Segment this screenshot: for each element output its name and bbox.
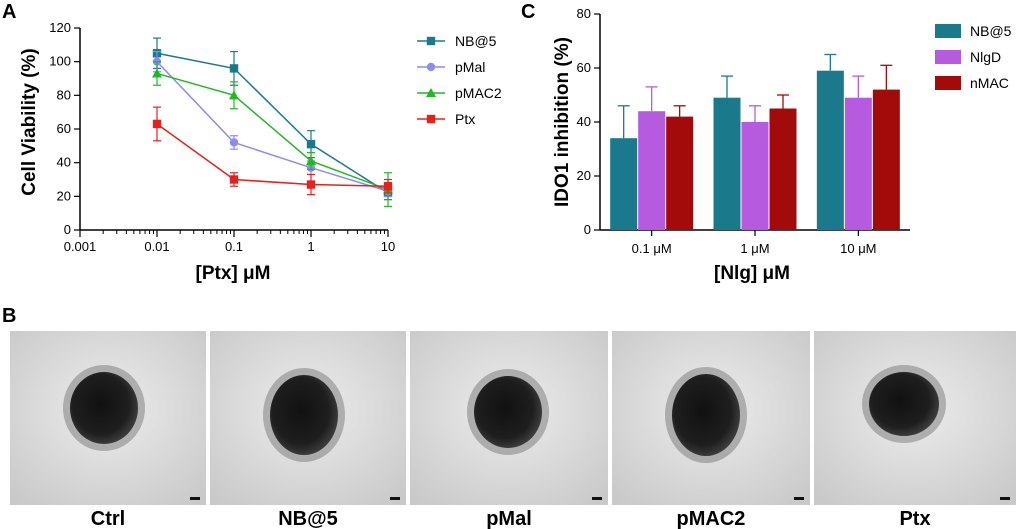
chart-c-legend-label: NB@5 xyxy=(970,23,1012,39)
chart-a-point-ptx xyxy=(229,175,239,184)
chart-c-x-axis-label: [Nlg] μM xyxy=(714,263,790,284)
chart-a-legend-item-pmac2: pMAC2 xyxy=(417,85,502,101)
chart-c-bar-nmac xyxy=(872,89,900,230)
chart-a-legend-item-nb-5: NB@5 xyxy=(417,33,497,49)
scale-bar xyxy=(1000,497,1010,500)
chart-c-bar-nb-5 xyxy=(713,97,741,230)
chart-a-cell-viability: Cell Viability (%) [Ptx] μM 020406080100… xyxy=(19,20,502,284)
chart-a-point-ptx xyxy=(383,182,393,191)
chart-c-legend-item-nb-5: NB@5 xyxy=(935,23,1012,39)
chart-c-x-tick-label: 10 μM xyxy=(840,241,876,256)
chart-c-legend-swatch xyxy=(935,50,961,64)
chart-c-y-tick-label: 60 xyxy=(577,60,591,75)
micrograph-label: pMal xyxy=(486,508,532,529)
micrograph-ctrl: Ctrl xyxy=(10,331,206,529)
chart-a-legend-label: pMal xyxy=(455,59,485,75)
chart-a-point-ptx xyxy=(306,180,316,189)
micrograph-label: pMAC2 xyxy=(677,508,746,529)
chart-a-legend-marker xyxy=(426,114,436,124)
chart-c-bar-nmac xyxy=(769,108,797,230)
chart-a-legend-label: Ptx xyxy=(455,111,475,127)
chart-a-series-pmac2 xyxy=(152,61,393,208)
chart-a-x-tick-label: 1 xyxy=(307,239,314,254)
chart-a-series-ptx xyxy=(152,106,393,196)
panel-letter-b: B xyxy=(2,305,16,327)
chart-c-x-tick-label: 1 μM xyxy=(740,241,769,256)
scale-bar xyxy=(390,497,400,500)
chart-a-legend-item-ptx: Ptx xyxy=(417,111,475,127)
chart-a-y-axis-label: Cell Viability (%) xyxy=(19,48,40,195)
chart-c-bar-nb-5 xyxy=(610,138,638,230)
spheroid xyxy=(474,376,542,448)
panel-letter-a: A xyxy=(2,1,16,23)
chart-c-bar-nlgd xyxy=(844,97,872,230)
chart-a-point-pmac2 xyxy=(152,68,162,78)
chart-a-point-nb-5 xyxy=(229,64,239,73)
spheroid xyxy=(70,372,138,444)
chart-a-point-pmac2 xyxy=(229,90,239,100)
chart-a-x-tick-label: 0.001 xyxy=(64,239,97,254)
chart-c-bar-nmac xyxy=(666,116,694,230)
chart-a-legend-marker xyxy=(426,88,436,97)
chart-a-legend-marker xyxy=(426,62,436,72)
chart-c-x-tick-label: 0.1 μM xyxy=(632,241,672,256)
chart-a-line-pmac2 xyxy=(156,72,389,191)
chart-a-point-ptx xyxy=(152,119,162,129)
micrograph-pmal: pMal xyxy=(410,331,608,529)
spheroid xyxy=(672,374,740,456)
chart-a-legend-label: NB@5 xyxy=(455,33,497,49)
scale-bar xyxy=(592,497,602,500)
chart-a-x-tick-label: 10 xyxy=(381,239,395,254)
chart-a-point-pmal xyxy=(229,138,239,147)
chart-a-y-tick-label: 0 xyxy=(64,222,71,237)
chart-c-bar-nlgd xyxy=(638,111,666,230)
chart-c-legend-item-nmac: nMAC xyxy=(935,75,1009,91)
chart-a-y-tick-label: 80 xyxy=(57,87,71,102)
chart-a-point-pmac2 xyxy=(306,155,316,165)
chart-a-y-tick-label: 100 xyxy=(49,54,71,69)
micrograph-ptx: Ptx xyxy=(814,331,1016,529)
micrograph-nb-5: NB@5 xyxy=(210,331,406,529)
chart-c-ido1-inhibition: IDO1 inhibition (%) [Nlg] μM 0 20 40 60 80 0.… xyxy=(552,6,1012,284)
chart-a-y-tick-label: 20 xyxy=(57,188,71,203)
micrograph-label: Ctrl xyxy=(91,508,125,529)
chart-a-x-tick-label: 0.1 xyxy=(225,239,243,254)
chart-c-legend-swatch xyxy=(935,76,961,90)
chart-c-legend-label: nMAC xyxy=(970,75,1009,91)
scale-bar xyxy=(794,497,804,500)
micrograph-label: Ptx xyxy=(899,508,930,529)
chart-c-bar-nlgd xyxy=(741,122,769,230)
chart-a-line-ptx xyxy=(156,123,389,187)
chart-a-y-tick-label: 120 xyxy=(49,20,71,35)
chart-c-y-axis-label: IDO1 inhibition (%) xyxy=(552,37,573,207)
chart-c-y-tick-label: 0 xyxy=(584,222,591,237)
chart-c-y-tick-label: 20 xyxy=(577,168,591,183)
chart-a-legend-marker xyxy=(426,36,436,46)
chart-c-legend-swatch xyxy=(935,24,961,38)
chart-a-y-tick-label: 60 xyxy=(57,121,71,136)
chart-a-legend-label: pMAC2 xyxy=(455,85,502,101)
chart-a-series-nb-5 xyxy=(152,37,393,201)
chart-a-x-tick-label: 0.01 xyxy=(144,239,169,254)
chart-a-series-pmal xyxy=(152,50,393,197)
spheroid xyxy=(869,372,939,436)
chart-c-bar-nb-5 xyxy=(816,70,844,230)
chart-c-y-tick-label: 80 xyxy=(577,6,591,21)
spheroid xyxy=(270,375,338,455)
panel-letter-c: C xyxy=(521,1,535,23)
chart-a-point-nb-5 xyxy=(306,139,316,149)
chart-c-legend-label: NlgD xyxy=(970,49,1001,65)
micrograph-label: NB@5 xyxy=(278,508,338,529)
micrograph-panel: Ctrl NB@5 pMal pMAC2 Ptx xyxy=(10,331,1016,529)
chart-a-line-nb-5 xyxy=(156,52,389,194)
chart-c-y-tick-label: 40 xyxy=(577,114,591,129)
chart-a-y-tick-label: 40 xyxy=(57,155,71,170)
micrograph-pmac2: pMAC2 xyxy=(612,331,810,529)
chart-c-legend-item-nlgd: NlgD xyxy=(935,49,1001,65)
chart-a-legend-item-pmal: pMal xyxy=(417,59,485,75)
chart-a-x-axis-label: [Ptx] μM xyxy=(196,263,271,284)
scale-bar xyxy=(190,497,200,500)
chart-a-line-pmal xyxy=(156,61,389,193)
